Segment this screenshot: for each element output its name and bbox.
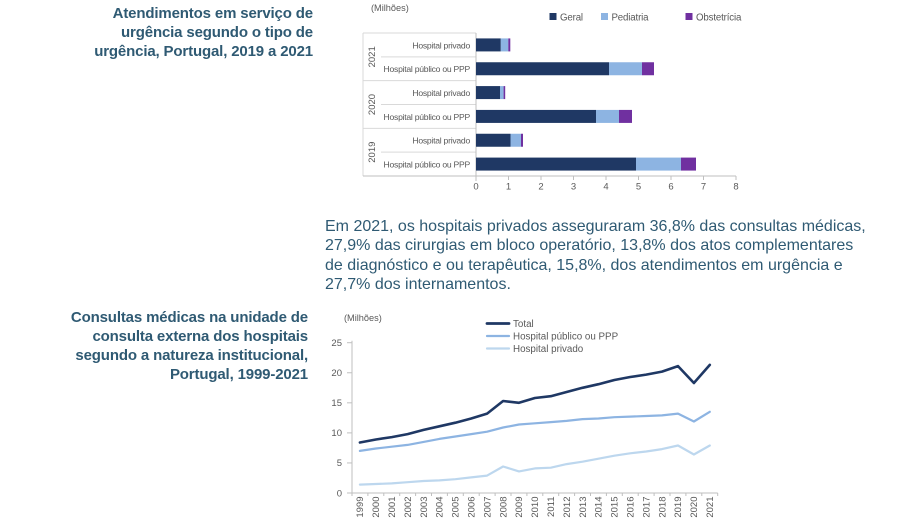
svg-text:2018: 2018 bbox=[657, 497, 668, 518]
svg-text:Total: Total bbox=[513, 319, 534, 330]
svg-text:2020: 2020 bbox=[367, 94, 378, 115]
svg-text:2017: 2017 bbox=[641, 497, 652, 518]
svg-text:1999: 1999 bbox=[355, 497, 366, 518]
svg-text:Hospital público ou PPP: Hospital público ou PPP bbox=[513, 332, 619, 343]
svg-text:3: 3 bbox=[571, 182, 576, 193]
svg-text:5: 5 bbox=[337, 458, 342, 469]
svg-text:Obstetrícia: Obstetrícia bbox=[696, 13, 742, 24]
svg-text:Hospital privado: Hospital privado bbox=[513, 344, 584, 355]
svg-text:Hospital privado: Hospital privado bbox=[412, 136, 470, 146]
svg-text:2013: 2013 bbox=[578, 497, 589, 518]
svg-text:2003: 2003 bbox=[419, 497, 430, 518]
svg-text:7: 7 bbox=[701, 182, 706, 193]
svg-text:2015: 2015 bbox=[610, 497, 621, 518]
svg-text:Hospital privado: Hospital privado bbox=[412, 88, 470, 98]
svg-text:Pediatria: Pediatria bbox=[612, 13, 650, 24]
svg-text:15: 15 bbox=[331, 398, 342, 409]
svg-text:20: 20 bbox=[331, 368, 342, 379]
svg-text:2000: 2000 bbox=[371, 497, 382, 518]
svg-text:2010: 2010 bbox=[530, 497, 541, 518]
svg-text:(Milhões): (Milhões) bbox=[344, 313, 382, 323]
svg-text:2019: 2019 bbox=[367, 142, 378, 163]
svg-text:2019: 2019 bbox=[673, 497, 684, 518]
svg-text:2021: 2021 bbox=[367, 46, 378, 67]
svg-text:4: 4 bbox=[603, 182, 608, 193]
svg-text:2016: 2016 bbox=[625, 497, 636, 518]
svg-text:Hospital público ou PPP: Hospital público ou PPP bbox=[384, 112, 471, 122]
svg-text:6: 6 bbox=[668, 182, 673, 193]
svg-text:5: 5 bbox=[636, 182, 641, 193]
svg-text:0: 0 bbox=[337, 488, 342, 499]
svg-text:2014: 2014 bbox=[594, 497, 605, 518]
svg-text:8: 8 bbox=[733, 182, 738, 193]
svg-text:2011: 2011 bbox=[546, 497, 557, 517]
svg-text:Geral: Geral bbox=[560, 13, 583, 24]
svg-text:1: 1 bbox=[506, 182, 511, 193]
svg-text:25: 25 bbox=[331, 338, 342, 349]
svg-text:2002: 2002 bbox=[403, 497, 414, 518]
svg-text:Hospital privado: Hospital privado bbox=[412, 40, 470, 50]
svg-text:2007: 2007 bbox=[482, 497, 493, 518]
svg-text:0: 0 bbox=[473, 182, 478, 193]
svg-text:2004: 2004 bbox=[435, 497, 446, 518]
svg-text:2008: 2008 bbox=[498, 497, 509, 518]
svg-text:2009: 2009 bbox=[514, 497, 525, 518]
svg-text:2012: 2012 bbox=[562, 497, 573, 518]
svg-text:2006: 2006 bbox=[466, 497, 477, 518]
svg-text:2: 2 bbox=[538, 182, 543, 193]
svg-text:(Milhões): (Milhões) bbox=[371, 3, 409, 13]
svg-text:2021: 2021 bbox=[705, 497, 716, 518]
svg-text:10: 10 bbox=[331, 428, 342, 439]
svg-text:Hospital público ou PPP: Hospital público ou PPP bbox=[384, 159, 471, 169]
svg-text:2020: 2020 bbox=[689, 497, 700, 518]
svg-text:2001: 2001 bbox=[387, 497, 398, 518]
svg-text:2005: 2005 bbox=[451, 497, 462, 518]
svg-text:Hospital público ou PPP: Hospital público ou PPP bbox=[384, 64, 471, 74]
